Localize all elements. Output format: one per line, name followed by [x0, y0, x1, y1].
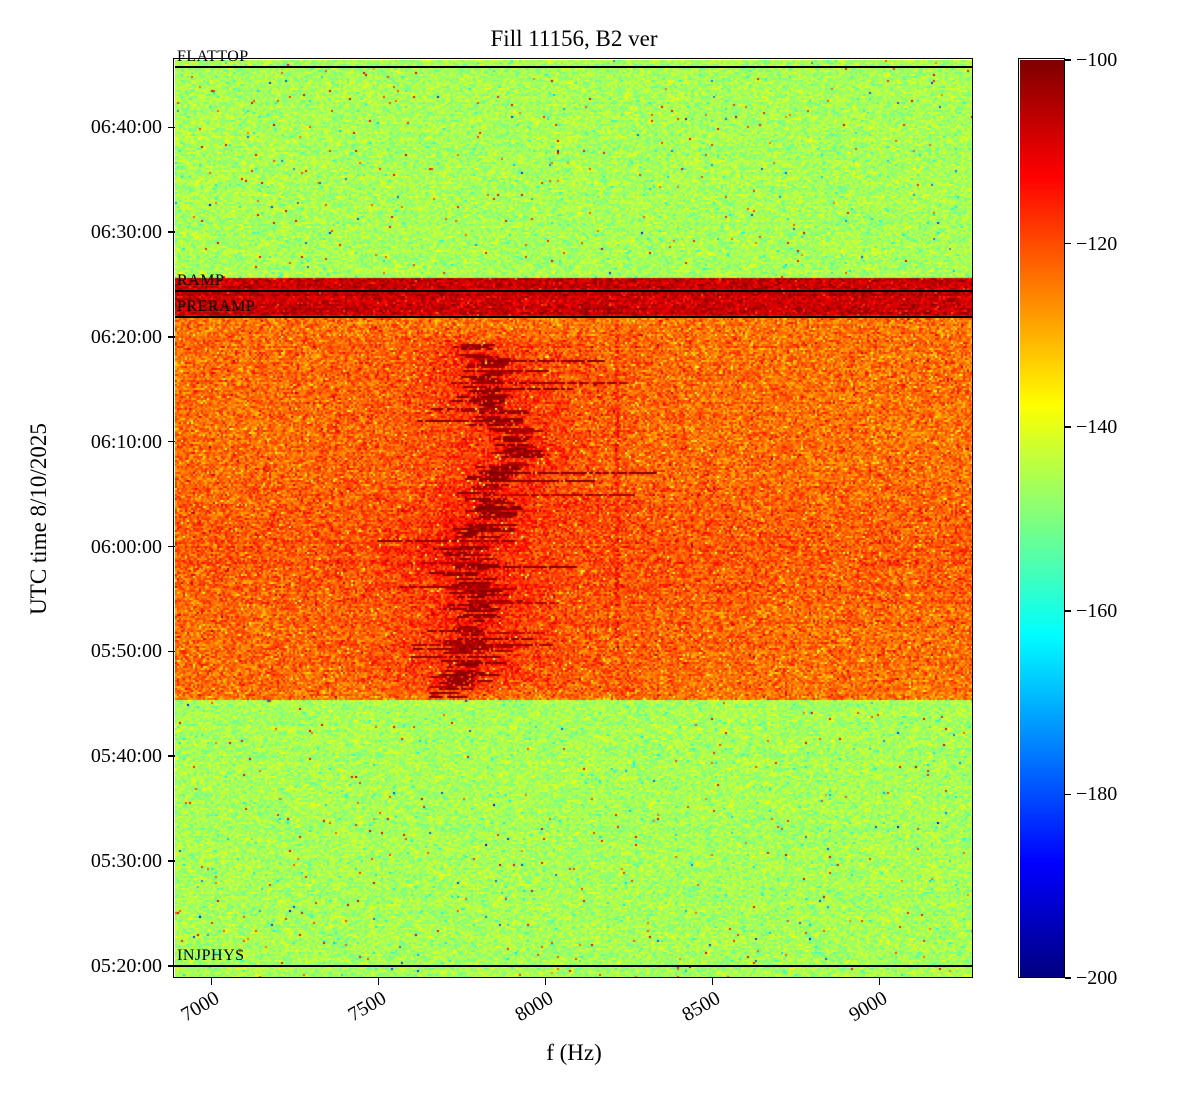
y-tick-mark: [168, 650, 175, 653]
y-tick-mark: [168, 860, 175, 862]
annotation-line-injphys: [175, 964, 973, 967]
x-tick-label: 7500: [344, 987, 390, 1027]
y-tick-label: 06:00:00: [90, 535, 162, 558]
y-tick-mark: [168, 755, 175, 757]
colorbar-tick-label: −100: [1076, 49, 1118, 71]
x-tick-mark: [210, 978, 213, 985]
colorbar-tick-label: −180: [1076, 783, 1118, 806]
annotation-label-injphys: INJPHYS: [177, 946, 245, 964]
y-tick-mark: [168, 965, 175, 967]
spectrogram-heatmap: [175, 60, 973, 978]
colorbar-tick-label: −120: [1076, 232, 1118, 255]
x-tick-label: 8000: [510, 987, 557, 1027]
x-tick-label: 8500: [677, 987, 724, 1027]
colorbar-tick-mark: [1065, 610, 1071, 612]
annotation-label-preramp: PRERAMP: [177, 297, 256, 315]
x-tick-label: 9000: [844, 987, 891, 1027]
y-tick-label: 05:20:00: [90, 954, 162, 977]
x-tick-mark: [377, 978, 380, 985]
y-tick-label: 05:50:00: [90, 640, 162, 663]
y-tick-label: 06:40:00: [90, 116, 162, 139]
colorbar-gradient: [1020, 60, 1065, 978]
x-axis-label: f (Hz): [546, 1040, 602, 1065]
colorbar-tick-mark: [1065, 426, 1071, 428]
annotation-line-ramp: [175, 290, 973, 293]
x-tick-mark: [711, 978, 714, 985]
colorbar-tick-label: −160: [1076, 599, 1118, 622]
y-tick-label: 06:30:00: [90, 221, 162, 244]
colorbar-tick-label: −140: [1076, 416, 1118, 439]
y-tick-label: 05:30:00: [90, 849, 162, 872]
x-tick-mark: [878, 978, 881, 985]
y-tick-mark: [168, 231, 175, 233]
x-tick-mark: [544, 978, 547, 985]
y-tick-label: 05:40:00: [90, 745, 162, 768]
y-tick-mark: [168, 545, 175, 548]
annotation-line-preramp: [175, 315, 973, 318]
y-tick-label: 06:20:00: [90, 325, 162, 348]
annotation-label-ramp: RAMP: [177, 272, 225, 290]
colorbar-tick-mark: [1065, 242, 1071, 245]
x-tick-label: 7000: [177, 987, 223, 1027]
colorbar-tick-mark: [1065, 59, 1071, 61]
annotation-label-flattop: FLATTOP: [177, 47, 249, 65]
chart-title: Fill 11156, B2 ver: [490, 26, 658, 51]
annotation-line-flattop: [175, 65, 973, 68]
colorbar-tick-label: −200: [1076, 967, 1118, 989]
colorbar-tick-mark: [1065, 793, 1071, 796]
colorbar-tick-mark: [1065, 977, 1071, 979]
y-tick-mark: [168, 126, 175, 128]
y-tick-mark: [168, 440, 175, 443]
y-tick-mark: [168, 336, 175, 338]
y-tick-label: 06:10:00: [90, 430, 162, 453]
